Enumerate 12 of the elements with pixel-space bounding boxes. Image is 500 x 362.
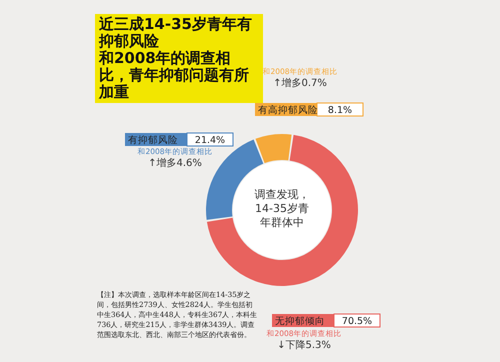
data-label: 8.1% bbox=[328, 105, 352, 116]
text: ↑增多0.7% bbox=[273, 78, 327, 89]
slice-label: 有高抑郁风险 bbox=[258, 104, 318, 116]
text: 调查发现，14-35岁青年群体中 bbox=[254, 188, 310, 230]
chart-title: 近三成14-35岁青年有抑郁风险 bbox=[99, 15, 253, 50]
slice-label: 有抑郁风险 bbox=[128, 134, 178, 146]
slice-label: 无抑郁倾向 bbox=[275, 315, 325, 327]
chart-subtitle: 和2008年的调查相比，青年抑郁问题有所加重 bbox=[99, 49, 250, 101]
data-label: 70.5% bbox=[342, 316, 372, 327]
text: ↓下降5.3% bbox=[277, 340, 331, 351]
text: ↑增多4.6% bbox=[148, 158, 202, 169]
data-label: 21.4% bbox=[194, 135, 226, 146]
